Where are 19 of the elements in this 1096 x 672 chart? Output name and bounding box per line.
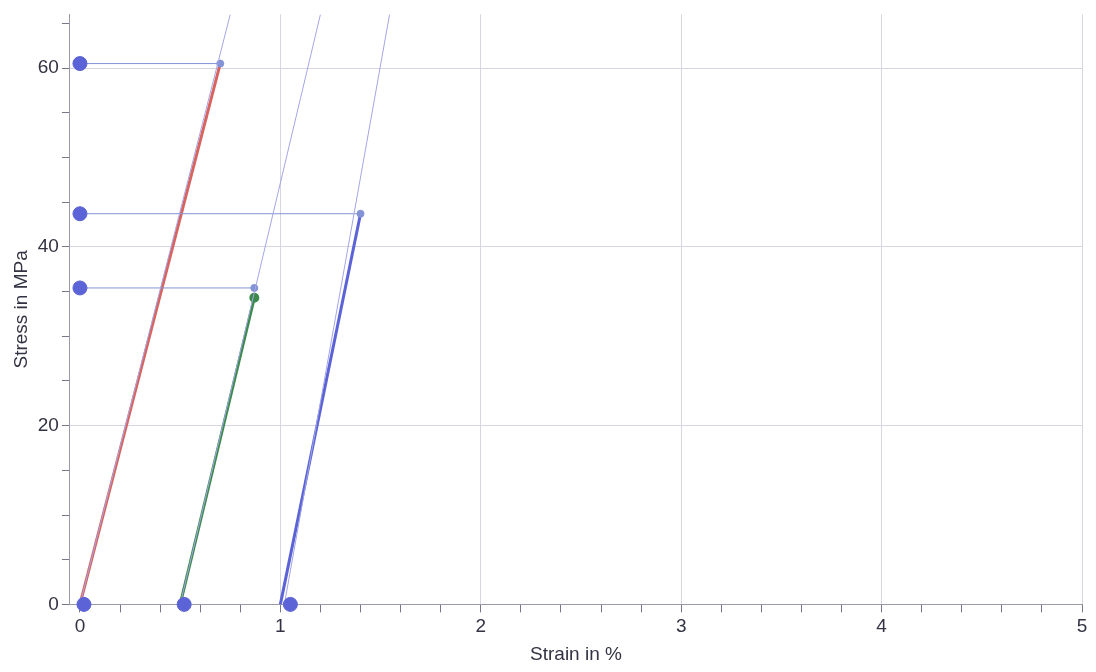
x-tick-label: 2 — [475, 615, 487, 637]
x-tick-label: 5 — [1076, 615, 1088, 637]
x-tick-label: 0 — [74, 615, 86, 637]
x-tick-label: 4 — [876, 615, 888, 637]
point — [72, 56, 88, 72]
y-tick-label: 40 — [37, 235, 59, 257]
point — [72, 206, 88, 222]
y-axis-title: Stress in MPa — [9, 249, 31, 369]
x-tick-label: 1 — [275, 615, 286, 637]
y-tick-label: 20 — [37, 413, 59, 435]
x-axis-title: Strain in % — [530, 642, 623, 664]
point — [76, 596, 92, 612]
point — [72, 280, 88, 296]
y-tick-label: 0 — [48, 592, 59, 614]
y-tick-label: 60 — [37, 56, 59, 78]
point — [356, 209, 365, 218]
point — [176, 596, 192, 612]
point — [282, 596, 298, 612]
x-tick-label: 3 — [675, 615, 687, 637]
